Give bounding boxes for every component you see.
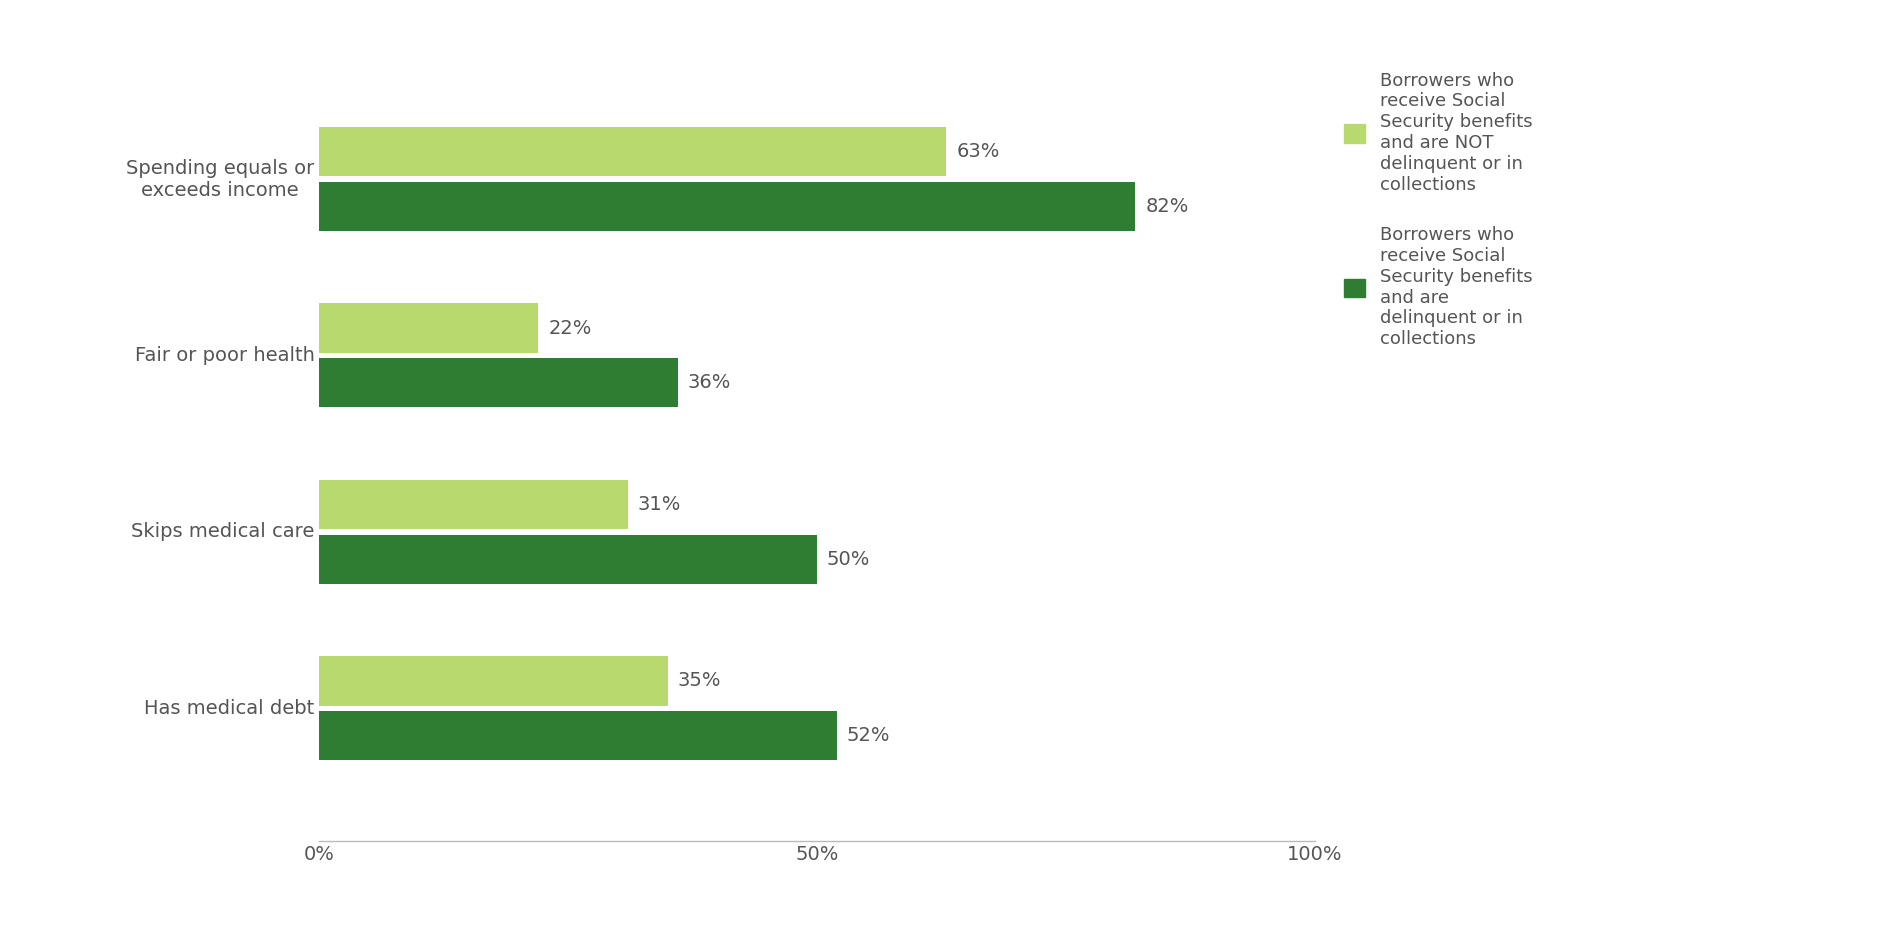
Legend: Borrowers who
receive Social
Security benefits
and are NOT
delinquent or in
coll: Borrowers who receive Social Security be… (1343, 72, 1532, 348)
Text: 52%: 52% (847, 726, 890, 745)
Bar (319, 358, 678, 407)
Bar (319, 657, 669, 706)
Text: 22%: 22% (548, 318, 592, 337)
Bar (319, 711, 838, 760)
Text: 35%: 35% (678, 672, 721, 690)
Bar (319, 182, 1136, 231)
Text: 63%: 63% (956, 142, 999, 162)
Text: 36%: 36% (687, 374, 731, 392)
Text: 50%: 50% (826, 550, 870, 569)
Bar (319, 480, 627, 530)
Bar (319, 127, 947, 177)
Bar (319, 534, 817, 584)
Text: 82%: 82% (1146, 197, 1189, 216)
Bar (319, 304, 539, 353)
Text: 31%: 31% (639, 495, 682, 514)
